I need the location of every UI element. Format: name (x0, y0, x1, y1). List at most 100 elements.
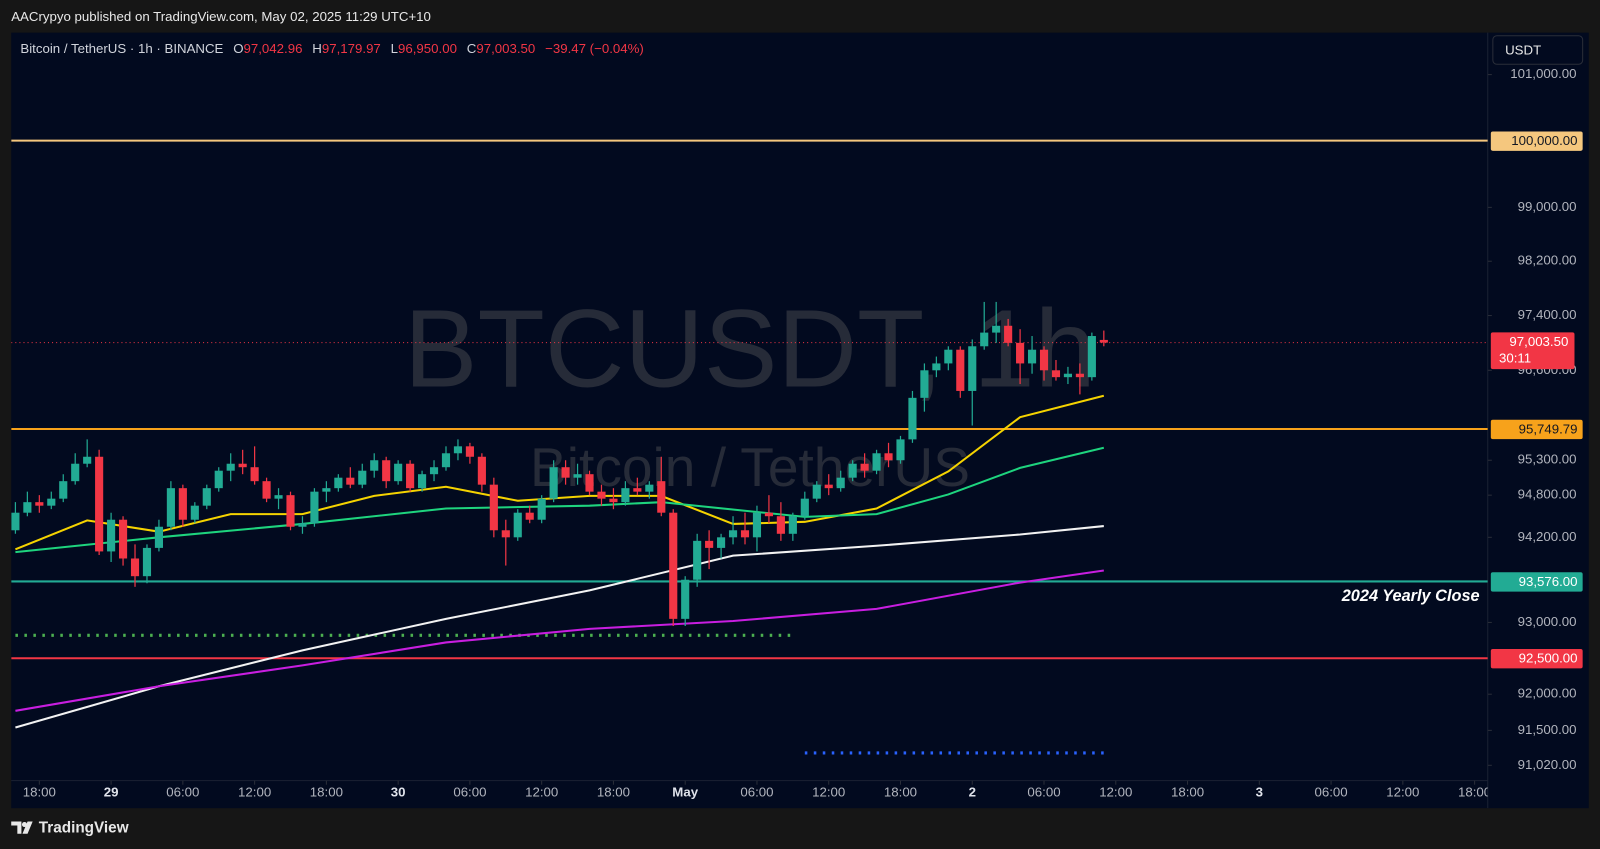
candle-body (142, 547, 152, 577)
currency-label[interactable]: USDT (1505, 43, 1541, 58)
moving-average (15, 569, 1104, 712)
candle-body (920, 370, 929, 398)
currency-button[interactable] (1492, 35, 1584, 65)
candle-body (166, 488, 175, 527)
legend-line: Bitcoin / TetherUS · 1h · BINANCE O97,04… (20, 40, 643, 55)
candle-body (83, 456, 92, 464)
y-tick-label: 101,000.00 (1510, 66, 1576, 81)
candle-body (573, 474, 582, 478)
level-label: 92,500.00 (1519, 651, 1578, 666)
ohlc-prefix: L (391, 40, 398, 55)
candle-body (585, 474, 594, 492)
candle-body (118, 519, 128, 559)
candle-body (800, 498, 809, 517)
candle-body (429, 467, 439, 475)
watermark-symbol: BTCUSDT, 1h (404, 287, 1096, 410)
y-tick-label: 91,020.00 (1518, 757, 1577, 772)
x-tick-label: 18:00 (1171, 784, 1204, 799)
candle-body (513, 512, 522, 538)
candle-body (812, 484, 821, 499)
x-tick-label: 18:00 (23, 784, 56, 799)
last-price-box (1490, 332, 1575, 370)
logo-mark (11, 821, 33, 834)
level-label: 95,749.79 (1519, 422, 1578, 437)
candle-body (346, 477, 355, 485)
candle-body (980, 332, 989, 347)
candle-body (609, 498, 618, 503)
x-tick-label: 12:00 (1099, 784, 1132, 799)
x-tick-label: May (672, 784, 698, 799)
x-tick-label: 18:00 (310, 784, 343, 799)
candle-body (71, 463, 80, 482)
x-tick-label: 2 (969, 784, 976, 799)
candle-body (968, 346, 977, 391)
candle-body (310, 491, 319, 524)
candle-body (764, 512, 773, 517)
y-tick-label: 97,400.00 (1518, 307, 1577, 322)
overlays: 101,000.0099,000.0098,200.0097,400.0096,… (23, 66, 1583, 799)
candle-body (178, 488, 187, 520)
level-label: 100,000.00 (1511, 133, 1577, 148)
candle-body (956, 349, 965, 391)
candle-body (944, 349, 953, 364)
candle-body (262, 481, 271, 499)
candle-body (537, 498, 546, 520)
candle-body (406, 463, 415, 489)
candle-body (860, 463, 869, 471)
ohlc-value: 97,003.50 (476, 40, 535, 55)
candle-body (202, 488, 211, 506)
plot-area (11, 139, 1488, 755)
candle-body (669, 512, 678, 619)
candle-body (992, 325, 1001, 333)
candle-body (214, 470, 223, 489)
x-tick-label: 12:00 (812, 784, 845, 799)
y-tick-label: 94,200.00 (1518, 529, 1577, 544)
candle-body (394, 463, 403, 482)
x-tick-label: 06:00 (740, 784, 773, 799)
level-label-box (1490, 419, 1583, 440)
candle-body (489, 484, 498, 531)
y-tick-label: 92,000.00 (1518, 686, 1577, 701)
candle-body (776, 516, 785, 534)
x-tick-label: 06:00 (166, 784, 199, 799)
candle-body (23, 502, 32, 513)
candle-body (848, 463, 857, 478)
x-tick-label: 18:00 (884, 784, 917, 799)
candle-body (1063, 373, 1073, 378)
candle-body (107, 519, 116, 552)
chart-panel (11, 32, 1589, 809)
candle-body (95, 456, 104, 552)
level-label-box (1490, 649, 1583, 669)
ohlc-value: 97,042.96 (244, 40, 303, 55)
footer-brand: TradingView (39, 820, 129, 837)
publisher-line: AACrypyo published on TradingView.com, M… (11, 9, 431, 24)
candle-body (418, 474, 427, 489)
candle-body (298, 523, 307, 527)
candle-body (190, 505, 199, 520)
candle-body (705, 540, 714, 548)
y-tick-label: 94,800.00 (1518, 487, 1577, 502)
x-tick-label: 12:00 (1386, 784, 1419, 799)
moving-average (15, 525, 1104, 729)
level-label-box (1490, 131, 1583, 151)
candle-body (836, 477, 845, 489)
level-label-box (1490, 572, 1583, 592)
candle-body (717, 537, 726, 548)
x-tick-label: 06:00 (453, 784, 486, 799)
candle-body (681, 579, 690, 619)
candle-body (1004, 325, 1013, 343)
candle-body (1087, 336, 1096, 378)
logo-dot (21, 821, 28, 828)
ohlc-value: 96,950.00 (398, 40, 457, 55)
candle-body (453, 446, 463, 454)
candle-body (226, 463, 235, 471)
candle-body (896, 439, 905, 461)
candle-body (740, 530, 750, 538)
candle-body (11, 512, 20, 531)
candle-body (1027, 349, 1037, 364)
candle-body (322, 488, 331, 492)
x-tick-label: 06:00 (1027, 784, 1060, 799)
y-tick-label: 91,500.00 (1518, 722, 1577, 737)
candle-body (441, 453, 451, 468)
